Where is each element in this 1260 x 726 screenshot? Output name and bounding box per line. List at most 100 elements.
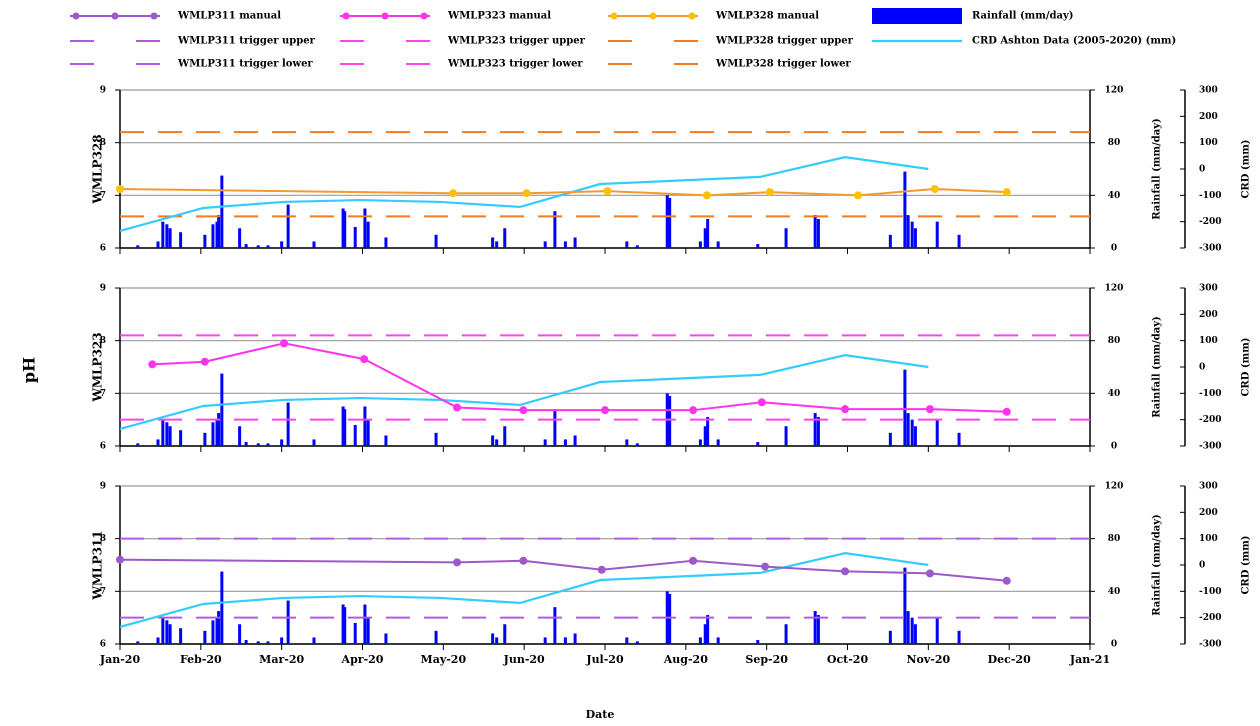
crd-tick-label: 200 xyxy=(1199,508,1218,518)
crd-tick-label: -300 xyxy=(1199,640,1222,650)
rain-bar xyxy=(286,600,290,644)
crd-tick-label: -300 xyxy=(1199,244,1222,254)
manual-point xyxy=(519,406,528,415)
manual-point xyxy=(453,558,462,567)
legend-marker xyxy=(72,12,80,20)
rain-bar xyxy=(203,432,207,446)
legend-label: WMLP323 trigger lower xyxy=(447,59,583,70)
x-tick-label: May-20 xyxy=(421,653,467,666)
rain-bar xyxy=(363,406,367,446)
y-tick-label: 7 xyxy=(100,191,106,201)
rain-bar xyxy=(635,245,639,248)
x-tick-label: Jun-20 xyxy=(503,653,545,666)
rain-tick-label: 120 xyxy=(1105,482,1124,492)
rain-bar xyxy=(888,630,892,644)
rain-bar xyxy=(156,439,160,446)
rain-bar xyxy=(168,426,172,446)
rain-bar xyxy=(286,402,290,446)
y-tick-label: 6 xyxy=(100,640,106,650)
manual-point xyxy=(761,562,770,571)
rain-tick-label: 40 xyxy=(1108,587,1121,597)
rain-bar xyxy=(913,426,917,446)
manual-point xyxy=(597,565,606,574)
rain-tick-label: 80 xyxy=(1108,534,1121,544)
rain-bar xyxy=(384,435,388,446)
rain-bar xyxy=(136,245,140,248)
rain-bar xyxy=(625,637,629,644)
y-tick-label: 6 xyxy=(100,442,106,452)
rain-bar xyxy=(756,442,760,446)
manual-point xyxy=(360,355,369,364)
manual-point xyxy=(148,360,157,369)
rain-bar xyxy=(910,617,914,644)
rain-bar xyxy=(238,228,242,248)
rain-bar xyxy=(935,419,939,446)
legend-label: WMLP311 trigger lower xyxy=(177,59,313,70)
rain-bar xyxy=(215,221,219,248)
rain-bar xyxy=(573,237,577,248)
rain-bar xyxy=(935,617,939,644)
rain-bar xyxy=(906,413,910,446)
rain-bar xyxy=(543,241,547,248)
manual-point xyxy=(765,188,774,197)
rain-bar xyxy=(888,432,892,446)
legend-label: WMLP328 manual xyxy=(715,11,819,22)
rain-bar xyxy=(136,443,140,446)
crd-tick-label: 0 xyxy=(1199,363,1205,373)
rain-bar xyxy=(706,615,710,644)
rain-bar xyxy=(165,422,169,446)
rain-axis-title: Rainfall (mm/day) xyxy=(1152,514,1163,616)
crd-line xyxy=(119,156,929,232)
manual-point xyxy=(449,189,458,198)
rain-bar xyxy=(553,607,557,644)
rain-axis-title: Rainfall (mm/day) xyxy=(1152,118,1163,220)
manual-point xyxy=(841,567,850,576)
x-tick-label: Jan-21 xyxy=(1069,653,1110,666)
rain-bar xyxy=(434,630,438,644)
rain-bar xyxy=(816,417,820,446)
legend-marker xyxy=(649,12,657,20)
legend-label: WMLP328 trigger upper xyxy=(715,36,854,47)
rain-bar xyxy=(384,237,388,248)
rain-bar xyxy=(698,637,702,644)
rain-bar xyxy=(161,221,165,248)
crd-line xyxy=(119,354,929,430)
rain-bar xyxy=(698,241,702,248)
manual-point xyxy=(930,185,939,194)
manual-point xyxy=(280,339,289,348)
rain-bar xyxy=(491,237,495,248)
rain-bar xyxy=(910,221,914,248)
rain-bar xyxy=(211,422,215,446)
rain-bar xyxy=(706,417,710,446)
rain-bar xyxy=(215,419,219,446)
crd-tick-label: -200 xyxy=(1199,613,1222,623)
manual-point xyxy=(689,556,698,565)
manual-point xyxy=(689,406,698,415)
rain-bar xyxy=(244,640,248,644)
rain-bar xyxy=(816,219,820,248)
rain-bar xyxy=(813,611,817,644)
rain-bar xyxy=(543,637,547,644)
rain-bar xyxy=(665,195,669,248)
manual-point xyxy=(854,191,863,200)
legend-marker xyxy=(420,12,428,20)
rain-bar xyxy=(957,630,961,644)
crd-tick-label: -300 xyxy=(1199,442,1222,452)
rain-bar xyxy=(756,640,760,644)
rain-bar xyxy=(784,624,788,644)
crd-tick-label: 100 xyxy=(1199,138,1218,148)
crd-tick-label: 100 xyxy=(1199,534,1218,544)
x-tick-label: Apr-20 xyxy=(341,653,384,666)
rain-bar xyxy=(668,395,672,446)
rain-bar xyxy=(217,413,221,446)
manual-point xyxy=(1002,188,1011,197)
rain-bar xyxy=(957,234,961,248)
rain-bar xyxy=(635,641,639,644)
rain-bar xyxy=(343,409,347,446)
crd-line xyxy=(119,552,929,628)
rain-bar xyxy=(816,615,820,644)
rain-bar xyxy=(312,637,316,644)
legend-label: WMLP328 trigger lower xyxy=(715,59,851,70)
crd-tick-label: 100 xyxy=(1199,336,1218,346)
rain-bar xyxy=(156,241,160,248)
